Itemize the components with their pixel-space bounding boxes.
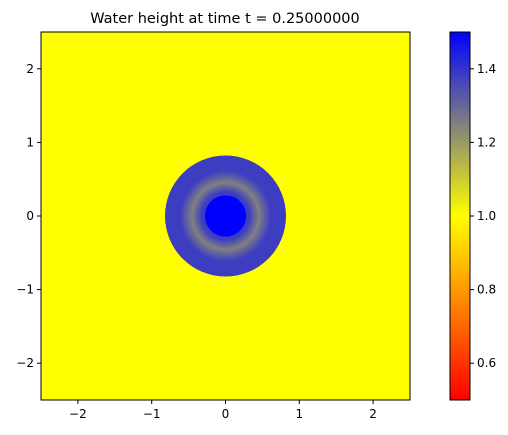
colorbar-tick-label: 0.6	[477, 356, 496, 370]
colorbar-ticks: 0.6 0.8 1.0 1.2 1.4	[470, 62, 496, 370]
plot-area	[41, 32, 410, 400]
x-tick-label: −2	[69, 407, 87, 421]
field-center	[204, 195, 247, 237]
y-tick-label: −2	[16, 356, 34, 370]
y-tick-label: −1	[16, 283, 34, 297]
colorbar-tick-label: 1.2	[477, 135, 496, 149]
y-tick-label: 2	[26, 62, 34, 76]
x-tick-label: −1	[143, 407, 161, 421]
x-tick-label: 2	[369, 407, 377, 421]
y-tick-label: 1	[26, 135, 34, 149]
x-tick-label: 0	[222, 407, 230, 421]
x-tick-label: 1	[295, 407, 303, 421]
colorbar-tick-label: 0.8	[477, 283, 496, 297]
colorbar-tick-label: 1.0	[477, 209, 496, 223]
y-axis: −2 −1 0 1 2	[16, 62, 41, 370]
colorbar-tick-label: 1.4	[477, 62, 496, 76]
chart-title: Water height at time t = 0.25000000	[90, 11, 360, 27]
colorbar-bar	[449, 31, 471, 401]
colorbar: 0.6 0.8 1.0 1.2 1.4	[449, 31, 496, 401]
y-tick-label: 0	[26, 209, 34, 223]
x-axis: −2 −1 0 1 2	[69, 400, 377, 421]
